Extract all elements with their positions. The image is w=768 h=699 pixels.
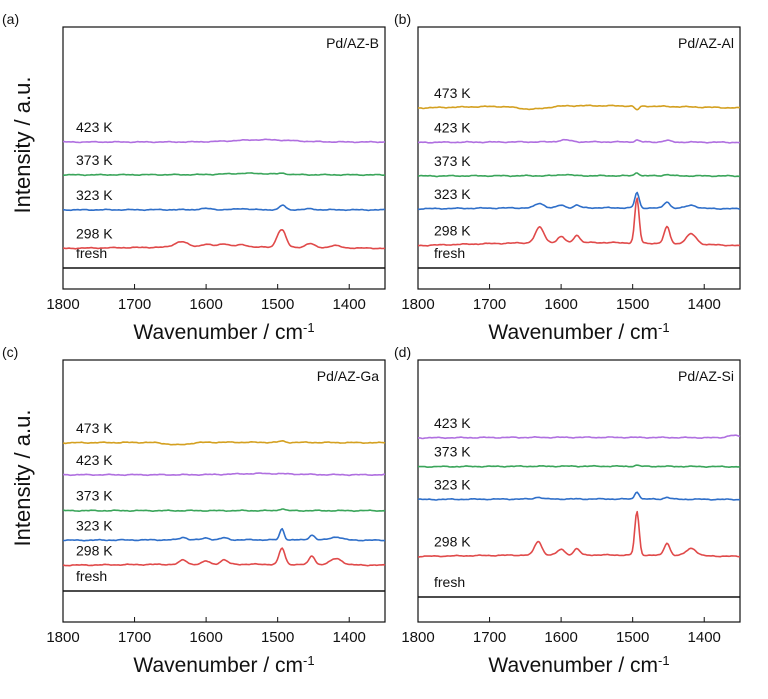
x-tick-label: 1800 (401, 629, 434, 646)
x-tick-label: 1600 (544, 296, 577, 313)
y-axis-label-bottom: Intensity / a.u. (10, 410, 35, 547)
sample-title: Pd/AZ-Si (678, 368, 734, 384)
spectrum-473-k (62, 440, 386, 446)
spectrum-373-k (417, 464, 741, 468)
spectrum-298-k (63, 229, 386, 250)
series-label: 298 K (76, 542, 113, 558)
series-label: 298 K (76, 225, 113, 241)
x-tick-label: 1500 (261, 629, 294, 646)
x-tick-label: 1700 (473, 629, 506, 646)
x-tick-label: 1600 (189, 629, 222, 646)
panel-a: (a) Pd/AZ-B 1800 1700 1600 1500 1400 Wavenumber… (2, 11, 386, 345)
panel-letter: (a) (2, 11, 19, 27)
panel-d: (d) Pd/AZ-Si 1800 1700 1600 1500 1400 Wavenumbe… (394, 344, 741, 678)
spectrum-323-k (417, 191, 741, 211)
series-label: fresh (434, 574, 465, 590)
spectrum-473-k (417, 104, 740, 111)
spectrum-298-k (418, 197, 741, 247)
x-tick-label: 1500 (616, 296, 649, 313)
x-tick-label: 1500 (616, 629, 649, 646)
x-tick-label: 1400 (688, 629, 721, 646)
y-axis-label-top: Intensity / a.u. (10, 77, 35, 214)
x-tick-label: 1700 (118, 629, 151, 646)
spectrum-423-k (62, 138, 385, 144)
panel-letter: (d) (394, 344, 411, 360)
plot-frame (417, 359, 741, 623)
series-label: 423 K (434, 415, 471, 431)
panel-letter: (b) (394, 11, 411, 27)
x-axis-label: Wavenumber / cm-1 (133, 320, 314, 345)
spectrum-298-k (62, 547, 386, 567)
x-tick-label: 1800 (401, 296, 434, 313)
x-axis-label: Wavenumber / cm-1 (133, 653, 314, 678)
panel-b: (b) Pd/AZ-Al 1800 1700 1600 1500 1400 Wavenumbe… (394, 11, 741, 345)
x-tick-label: 1800 (46, 296, 79, 313)
x-tick-label: 1600 (189, 296, 222, 313)
x-tick-label: 1400 (333, 629, 366, 646)
x-tick-label: 1400 (688, 296, 721, 313)
spectrum-323-k (417, 491, 741, 501)
series-label: 323 K (76, 517, 113, 533)
series-label: 323 K (434, 186, 471, 202)
spectrum-373-k (417, 172, 741, 178)
spectrum-373-k (62, 172, 386, 177)
x-tick-label: 1600 (544, 629, 577, 646)
panel-letter: (c) (2, 344, 18, 360)
series-label: 423 K (76, 119, 113, 135)
x-tick-label: 1700 (118, 296, 151, 313)
plot-frame (62, 359, 386, 623)
spectrum-423-k (418, 434, 741, 440)
series-label: 373 K (434, 444, 471, 460)
panel-c: (c) Pd/AZ-Ga 1800 1700 1600 1500 1400 Wavenumbe… (2, 344, 386, 678)
series-label: fresh (434, 245, 465, 261)
x-tick-label: 1800 (46, 629, 79, 646)
spectrum-323-k (62, 527, 386, 542)
series-label: 473 K (76, 420, 113, 436)
series-label: 298 K (434, 223, 471, 239)
sample-title: Pd/AZ-Al (678, 35, 734, 51)
series-label: 373 K (76, 488, 113, 504)
spectrum-298-k (417, 510, 740, 558)
series-label: 323 K (76, 187, 113, 203)
plot-frame (417, 26, 741, 290)
series-label: 323 K (434, 477, 471, 493)
sample-title: Pd/AZ-Ga (317, 368, 379, 384)
sample-title: Pd/AZ-B (326, 35, 379, 51)
series-label: 423 K (434, 119, 471, 135)
series-label: 423 K (76, 452, 113, 468)
x-tick-label: 1700 (473, 296, 506, 313)
spectrum-423-k (63, 472, 385, 477)
series-label: 473 K (434, 85, 471, 101)
spectrum-323-k (63, 204, 386, 212)
x-tick-label: 1500 (261, 296, 294, 313)
series-label: 373 K (76, 152, 113, 168)
plot-frame (62, 26, 386, 290)
x-axis-label: Wavenumber / cm-1 (488, 653, 669, 678)
spectrum-373-k (62, 508, 386, 513)
series-label: fresh (76, 568, 107, 584)
series-label: 298 K (434, 533, 471, 549)
x-tick-label: 1400 (333, 296, 366, 313)
spectrum-423-k (417, 138, 741, 144)
x-axis-label: Wavenumber / cm-1 (488, 320, 669, 345)
series-label: 373 K (434, 153, 471, 169)
